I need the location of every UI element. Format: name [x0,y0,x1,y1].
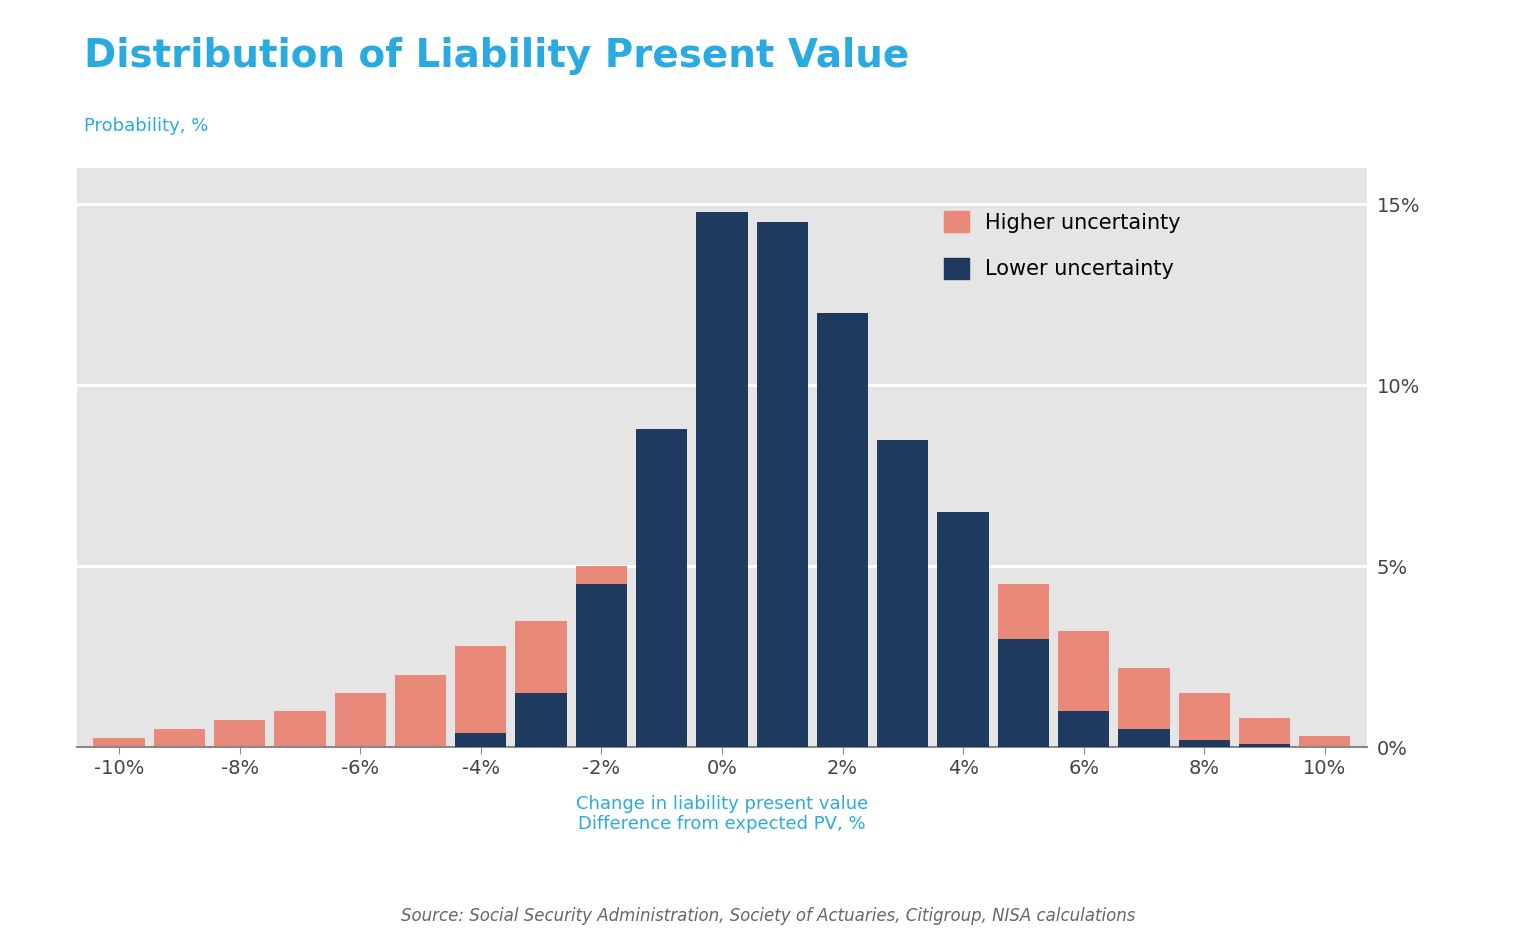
Bar [455,645,507,747]
Legend: Higher uncertainty, Lower uncertainty: Higher uncertainty, Lower uncertainty [923,191,1201,300]
Bar [576,566,627,747]
Bar [1178,740,1230,747]
Bar [154,729,204,747]
Bar [335,693,386,747]
Bar [696,475,748,747]
Bar [1299,736,1350,747]
Bar [94,738,144,747]
Bar [275,711,326,747]
Bar [395,674,445,747]
Bar [757,483,808,747]
X-axis label: Change in liability present value
Difference from expected PV, %: Change in liability present value Differ… [576,795,868,833]
Bar [636,501,687,747]
Bar [1240,743,1290,747]
Bar [817,313,868,747]
Bar [937,512,989,747]
Text: Source: Social Security Administration, Society of Actuaries, Citigroup, NISA ca: Source: Social Security Administration, … [401,907,1135,925]
Bar [696,211,748,747]
Bar [1240,718,1290,747]
Bar [1058,631,1109,747]
Bar [1178,693,1230,747]
Bar [576,585,627,747]
Bar [1058,711,1109,747]
Bar [1118,729,1169,747]
Bar [998,639,1049,747]
Bar [877,512,928,747]
Text: Distribution of Liability Present Value: Distribution of Liability Present Value [84,37,909,76]
Bar [998,585,1049,747]
Bar [516,693,567,747]
Bar [516,620,567,747]
Bar [636,429,687,747]
Bar [455,732,507,747]
Bar [214,720,266,747]
Bar [817,494,868,747]
Bar [877,440,928,747]
Text: Probability, %: Probability, % [84,117,209,134]
Bar [937,548,989,747]
Bar [757,222,808,747]
Bar [1118,668,1169,747]
